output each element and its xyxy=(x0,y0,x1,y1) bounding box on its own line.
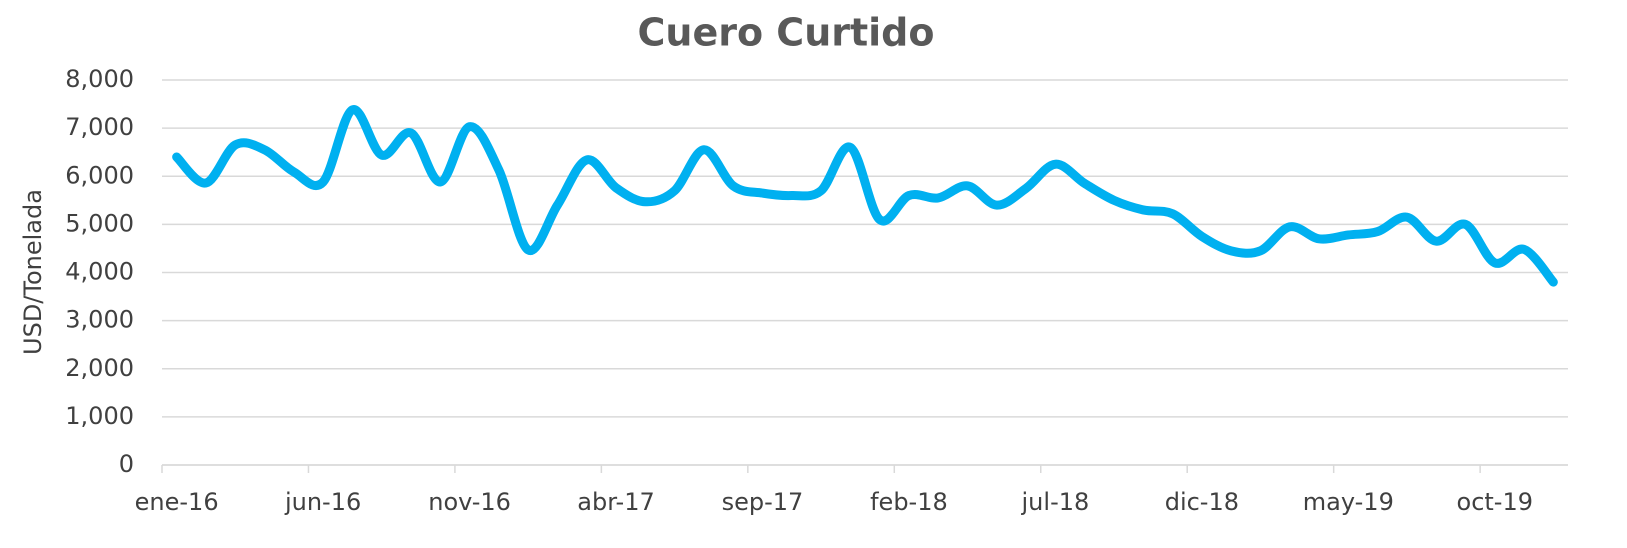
x-tick-label: sep-17 xyxy=(722,488,804,516)
y-tick-label: 7,000 xyxy=(65,113,134,141)
y-tick-label: 5,000 xyxy=(65,209,134,237)
x-tick-label: may-19 xyxy=(1303,488,1394,516)
x-tick-label: dic-18 xyxy=(1165,488,1239,516)
x-tick-label: feb-18 xyxy=(870,488,948,516)
y-tick-label: 2,000 xyxy=(65,354,134,382)
x-tick-label: jun-16 xyxy=(284,488,361,516)
x-tick-label: oct-19 xyxy=(1457,488,1534,516)
data-line xyxy=(172,105,1558,287)
y-tick-label: 3,000 xyxy=(65,306,134,334)
x-tick-label: abr-17 xyxy=(577,488,654,516)
y-tick-label: 6,000 xyxy=(65,161,134,189)
y-tick-label: 1,000 xyxy=(65,402,134,430)
x-tick-label: jul-18 xyxy=(1021,488,1090,516)
y-tick-label: 8,000 xyxy=(65,65,134,93)
x-tick-label: ene-16 xyxy=(135,488,219,516)
x-tick-label: nov-16 xyxy=(428,488,511,516)
y-tick-label: 0 xyxy=(119,450,134,478)
y-tick-label: 4,000 xyxy=(65,258,134,286)
chart-title: Cuero Curtido xyxy=(638,11,935,55)
y-axis-label: USD/Tonelada xyxy=(19,189,47,355)
